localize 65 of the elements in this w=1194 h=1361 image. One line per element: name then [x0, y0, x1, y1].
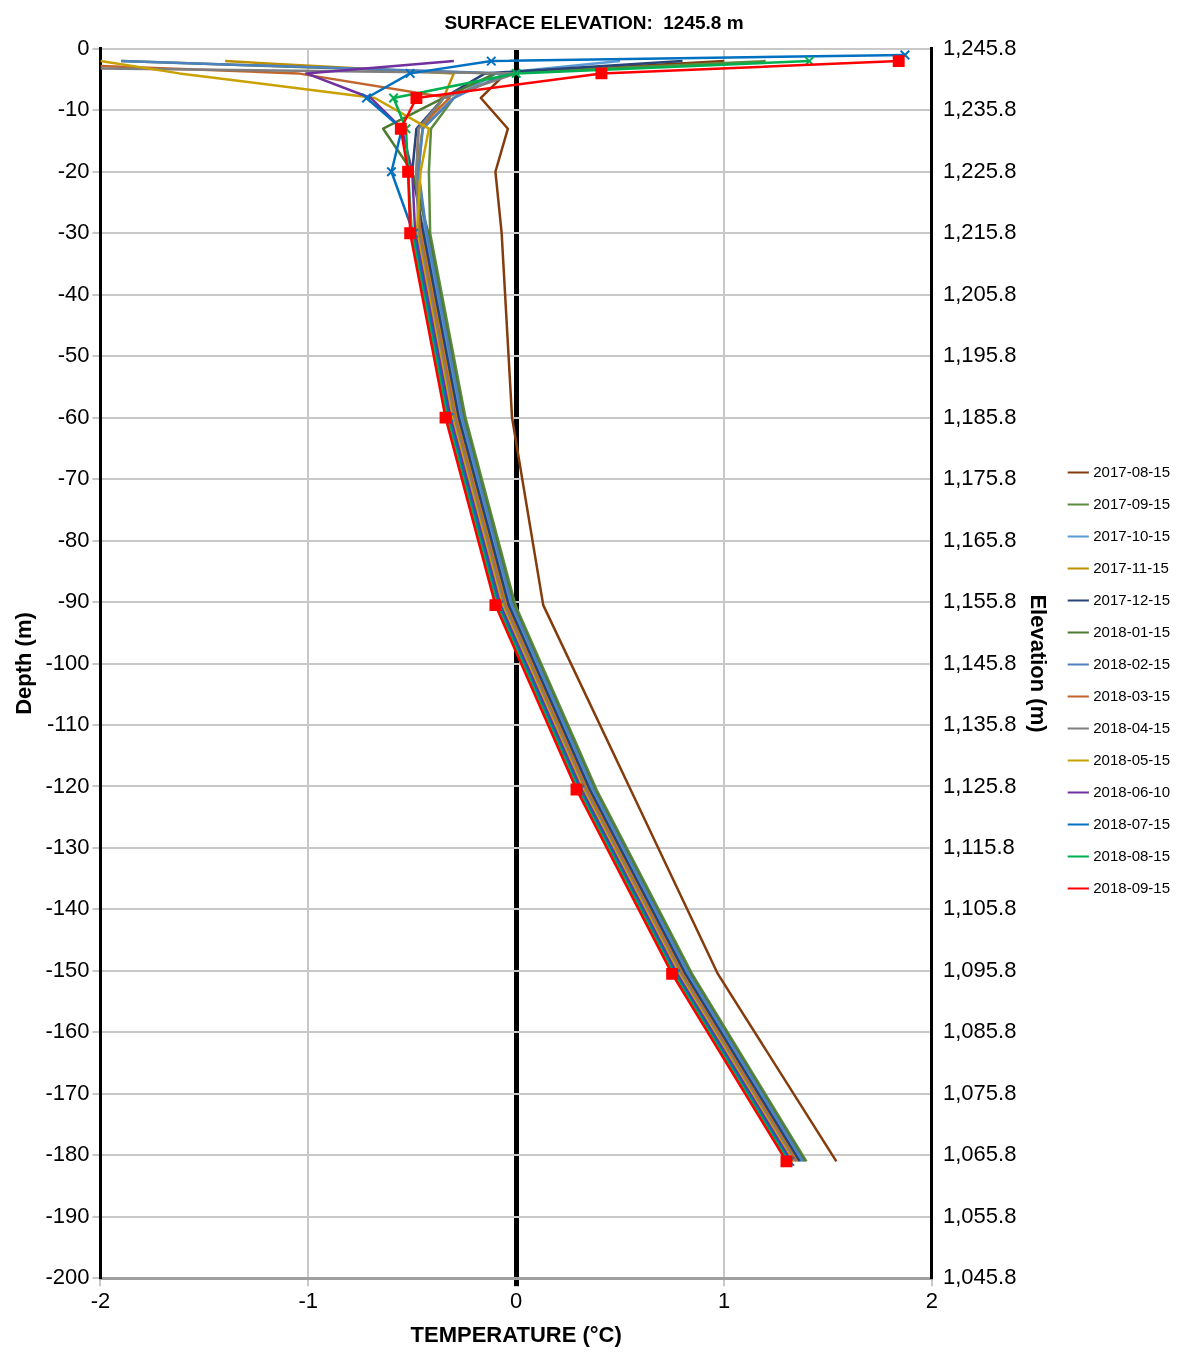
- y-tick-label: -120: [45, 772, 90, 798]
- legend-label: 2018-02-15: [1093, 654, 1171, 672]
- legend-label: 2017-10-15: [1093, 526, 1171, 544]
- y2-tick-label: 1,075.8: [942, 1079, 1017, 1105]
- y-tick-label: -60: [57, 403, 90, 429]
- legend-label: 2018-04-15: [1093, 718, 1171, 736]
- y2-tick-label: 1,065.8: [942, 1141, 1017, 1167]
- y-tick-label: -170: [45, 1079, 90, 1105]
- y-tick-label: -190: [45, 1202, 90, 1228]
- y2-tick-label: 1,245.8: [942, 34, 1017, 60]
- y2-tick-label: 1,055.8: [942, 1202, 1017, 1228]
- y2-axis-title: Elevation (m): [1025, 594, 1051, 733]
- y-tick-label: -40: [57, 280, 90, 306]
- y-tick-label: -110: [47, 711, 90, 737]
- y2-tick-label: 1,165.8: [942, 526, 1017, 552]
- y-tick-label: -10: [57, 96, 90, 122]
- y2-tick-label: 1,125.8: [942, 772, 1017, 798]
- y-tick-label: -50: [57, 342, 90, 368]
- x-tick-label: 2: [925, 1288, 939, 1314]
- x-tick-label: -1: [298, 1288, 319, 1314]
- y2-tick-label: 1,135.8: [942, 711, 1017, 737]
- legend-label: 2017-09-15: [1093, 494, 1171, 512]
- x-tick-label: -2: [90, 1288, 111, 1314]
- legend-label: 2018-08-15: [1093, 846, 1171, 864]
- y2-tick-label: 1,185.8: [942, 403, 1017, 429]
- y-tick-label: -30: [57, 219, 90, 245]
- y-tick-label: 0: [77, 34, 90, 60]
- y-tick-label: -160: [45, 1018, 90, 1044]
- y2-tick-label: 1,085.8: [942, 1018, 1017, 1044]
- y2-tick-label: 1,145.8: [942, 649, 1017, 675]
- legend-label: 2017-11-15: [1093, 558, 1169, 576]
- legend-label: 2018-03-15: [1093, 686, 1171, 704]
- x-axis-title: TEMPERATURE (°C): [410, 1321, 622, 1347]
- y2-tick-label: 1,175.8: [942, 465, 1017, 491]
- y-tick-label: -80: [57, 526, 90, 552]
- legend-label: 2017-08-15: [1093, 462, 1171, 480]
- x-tick-label: 1: [717, 1288, 731, 1314]
- legend-label: 2018-07-15: [1093, 814, 1171, 832]
- y2-tick-label: 1,105.8: [942, 895, 1017, 921]
- y-tick-label: -140: [45, 895, 90, 921]
- chart-title: SURFACE ELEVATION: 1245.8 m: [444, 11, 744, 33]
- y2-tick-label: 1,115.8: [942, 833, 1015, 859]
- y2-tick-label: 1,215.8: [942, 219, 1017, 245]
- y2-tick-label: 1,205.8: [942, 280, 1017, 306]
- y2-tick-label: 1,095.8: [942, 956, 1017, 982]
- y2-tick-label: 1,235.8: [942, 96, 1017, 122]
- x-tick-label: 0: [510, 1288, 523, 1314]
- legend-label: 2018-05-15: [1093, 750, 1171, 768]
- y2-tick-label: 1,225.8: [942, 157, 1017, 183]
- y-tick-label: -130: [45, 833, 90, 859]
- y-tick-label: -90: [57, 588, 90, 614]
- legend-label: 2018-09-15: [1093, 878, 1171, 896]
- legend-label: 2017-12-15: [1093, 590, 1171, 608]
- y2-tick-label: 1,045.8: [942, 1264, 1017, 1290]
- y-axis-title: Depth (m): [11, 612, 37, 715]
- y-tick-label: -180: [45, 1141, 90, 1167]
- y-tick-label: -100: [45, 649, 90, 675]
- legend-label: 2018-06-10: [1093, 782, 1171, 800]
- y2-tick-label: 1,195.8: [942, 342, 1017, 368]
- y-tick-label: -200: [45, 1264, 90, 1290]
- y-tick-label: -20: [57, 157, 90, 183]
- y-tick-label: -150: [45, 956, 90, 982]
- y2-tick-label: 1,155.8: [942, 588, 1017, 614]
- legend-label: 2018-01-15: [1093, 622, 1171, 640]
- y-tick-label: -70: [57, 465, 90, 491]
